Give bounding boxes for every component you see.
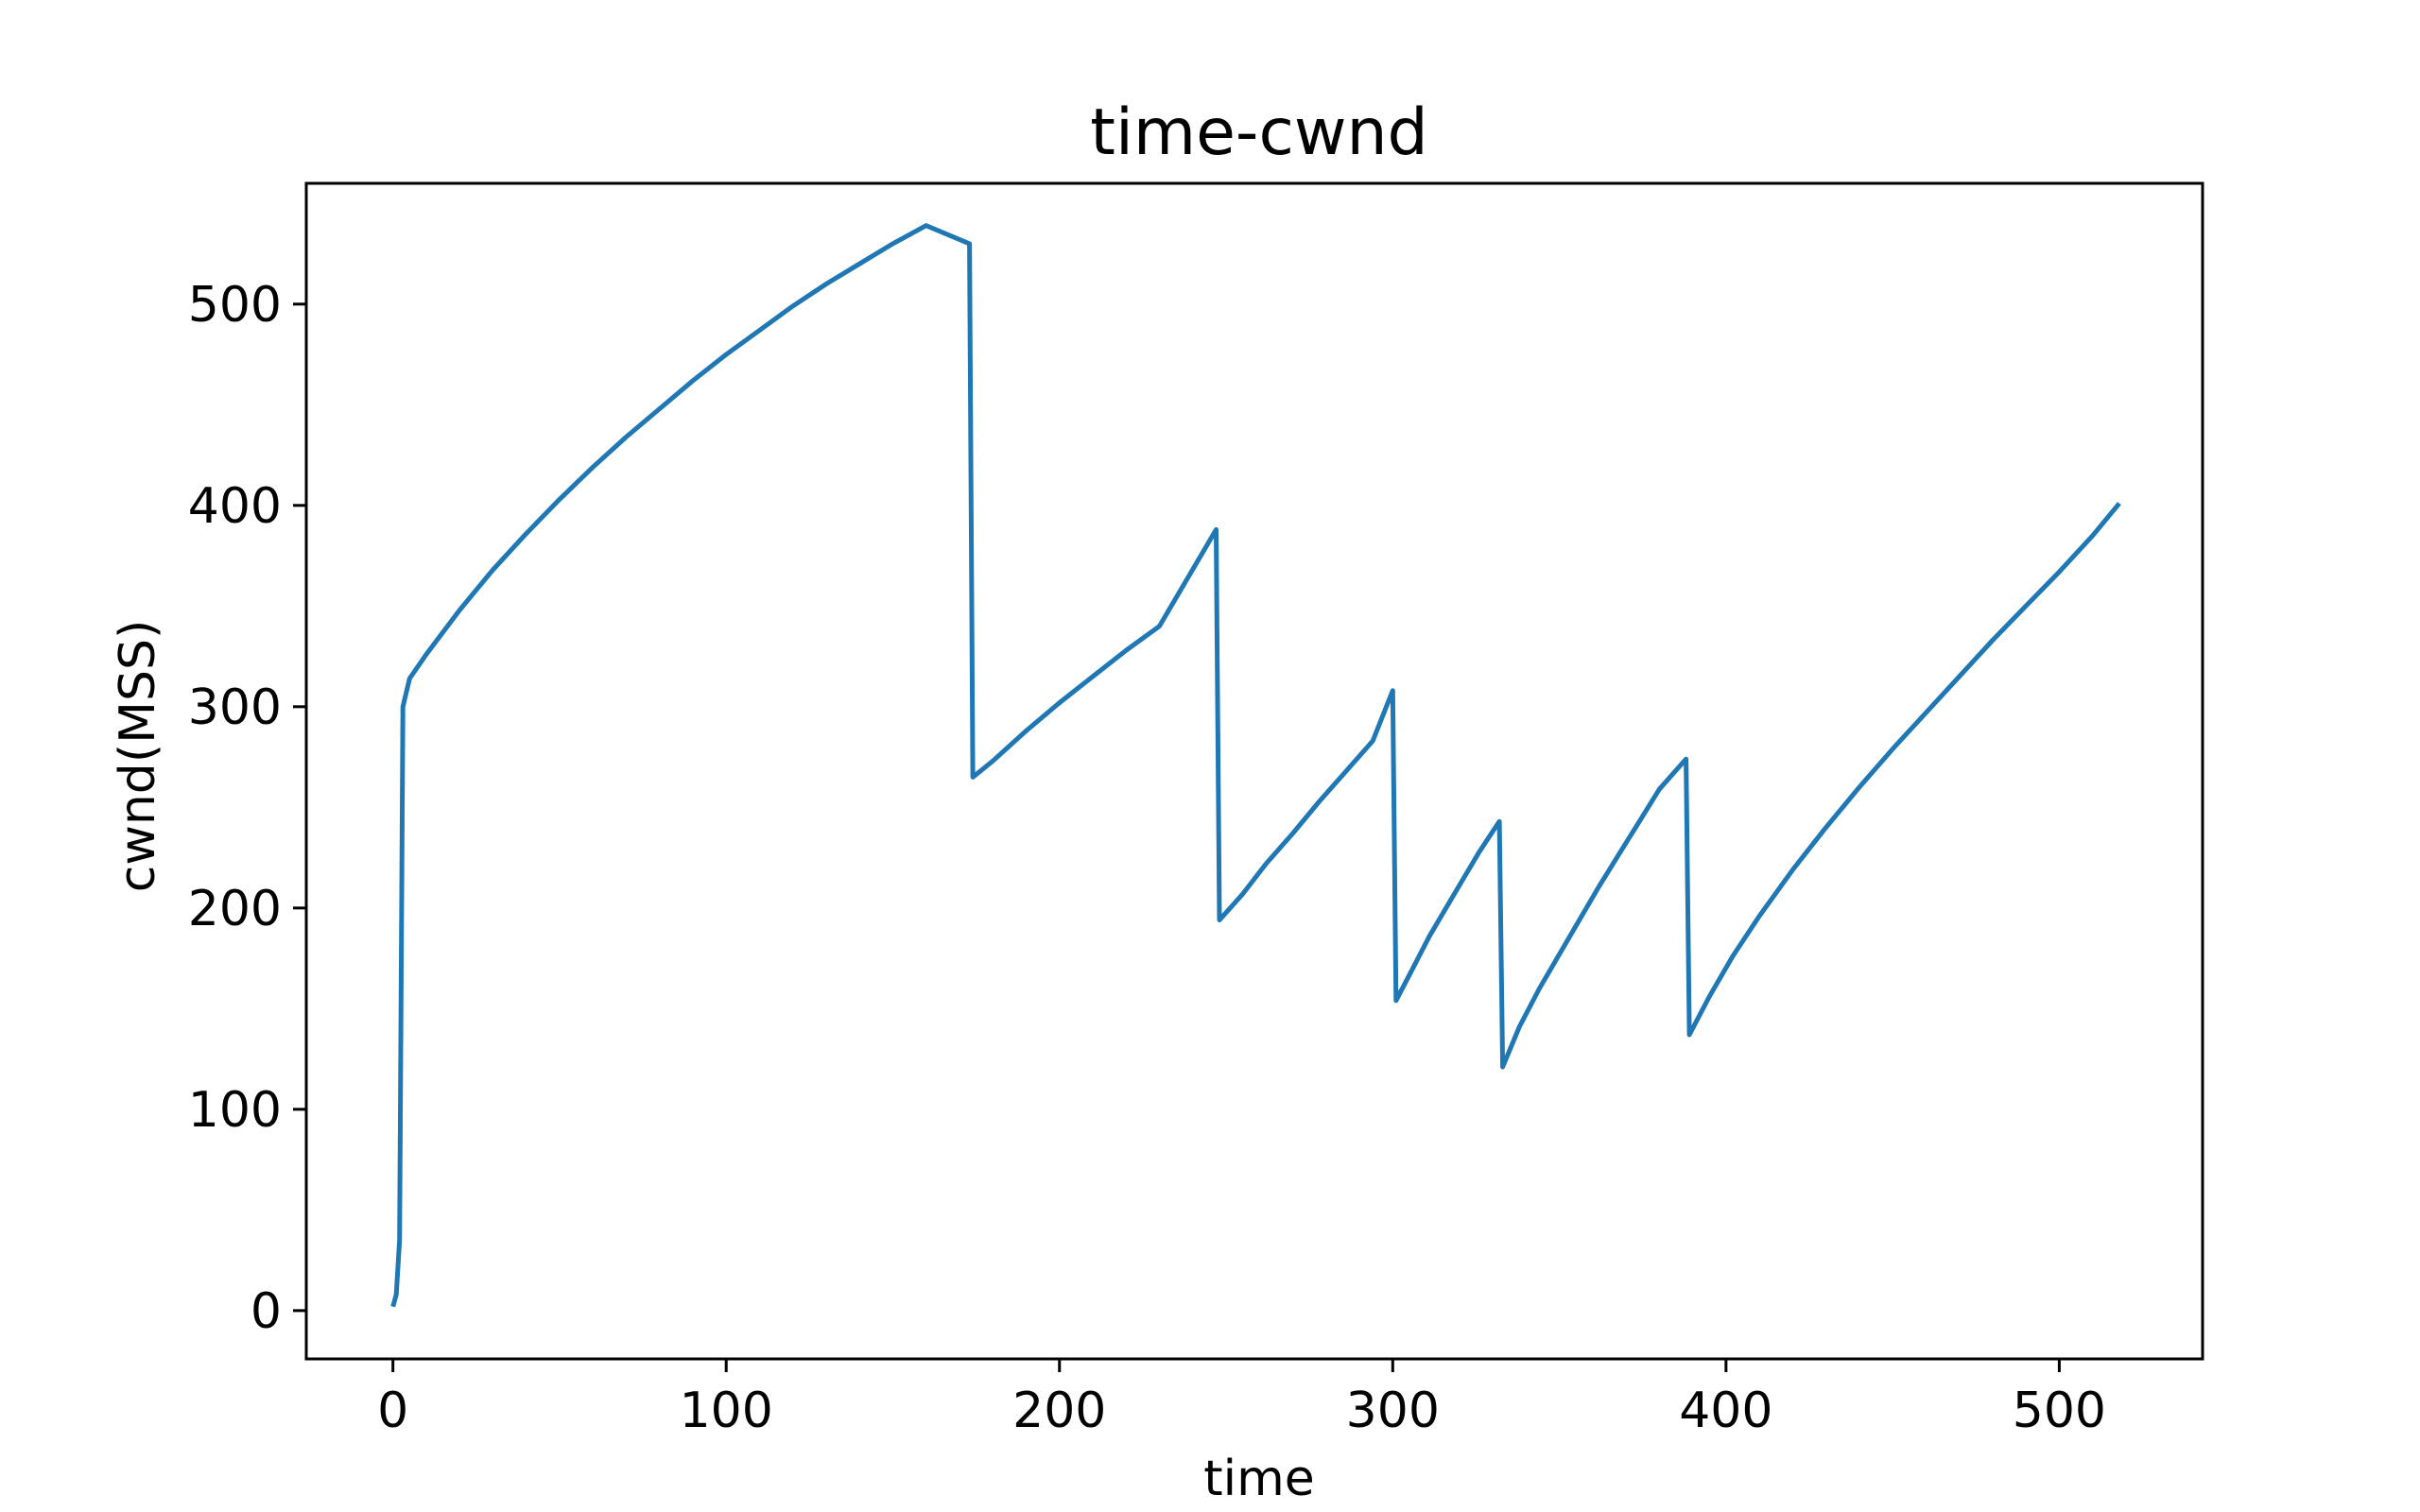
plot-area (390, 223, 2121, 1308)
x-tick-label: 0 (377, 1383, 408, 1439)
y-tick-label: 400 (188, 478, 282, 535)
y-tick-label: 300 (188, 679, 282, 736)
y-axis: 0 100 200 300 400 500 (188, 277, 306, 1340)
series-line-0 (390, 223, 2121, 1308)
x-tick-label: 300 (1346, 1383, 1440, 1439)
x-tick-label: 400 (1679, 1383, 1772, 1439)
x-tick-label: 100 (680, 1383, 773, 1439)
x-axis: 0 100 200 300 400 500 (377, 1359, 2106, 1439)
x-tick-label: 200 (1012, 1383, 1106, 1439)
axes-frame (304, 181, 2204, 1361)
chart-title: time-cwnd (1090, 95, 1427, 170)
y-tick-label: 100 (188, 1082, 282, 1139)
y-tick-label: 0 (251, 1283, 282, 1340)
x-axis-label: time (1203, 1451, 1314, 1507)
y-tick-label: 500 (188, 277, 282, 334)
x-tick-label: 500 (2013, 1383, 2106, 1439)
y-tick-label: 200 (188, 881, 282, 937)
y-axis-label: cwnd(MSS) (110, 620, 166, 893)
